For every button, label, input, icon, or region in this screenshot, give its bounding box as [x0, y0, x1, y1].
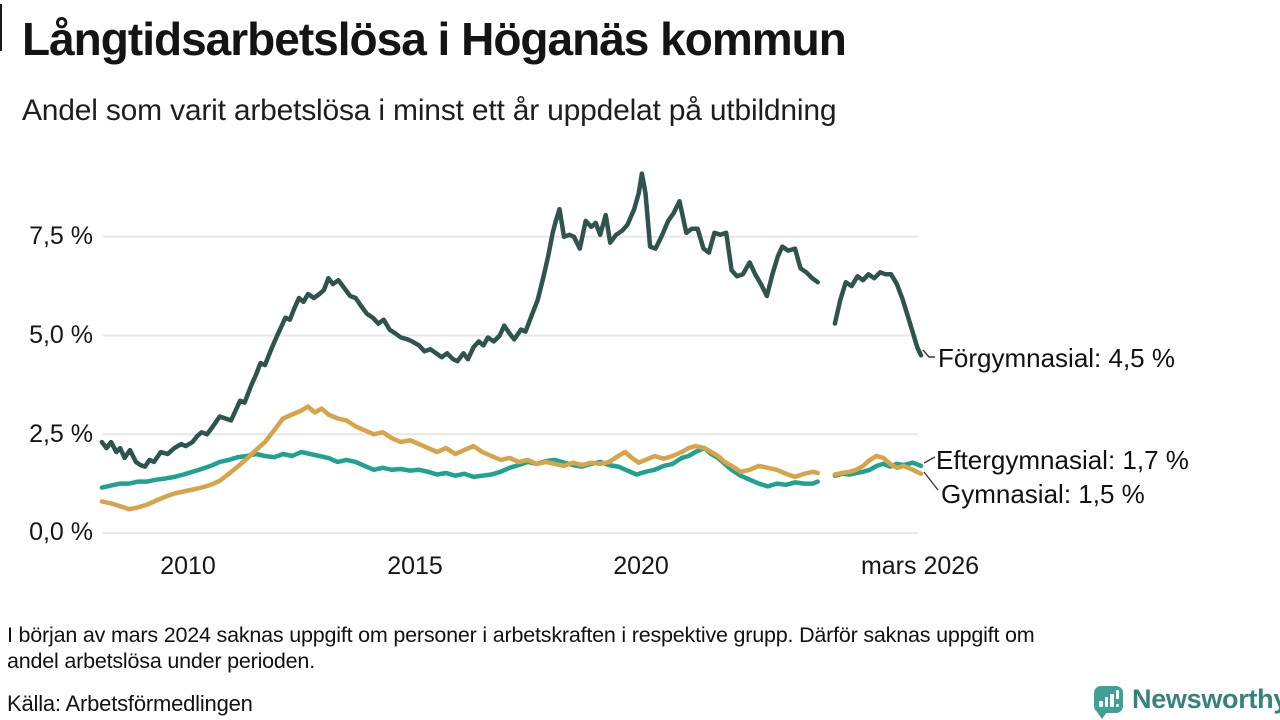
page-title: Långtidsarbetslösa i Höganäs kommun	[22, 13, 847, 65]
x-tick-2015: 2015	[387, 552, 443, 580]
footnote-line1: I början av mars 2024 saknas uppgift om …	[7, 623, 1035, 647]
y-tick-2-5: 2,5 %	[29, 420, 93, 448]
page-subtitle: Andel som varit arbetslösa i minst ett å…	[22, 94, 837, 127]
footnote-line2: andel arbetslösa under perioden.	[7, 649, 315, 673]
series-label-gymnasial: Gymnasial: 1,5 %	[941, 479, 1145, 509]
y-tick-0-0: 0,0 %	[29, 518, 93, 546]
y-tick-5-0: 5,0 %	[29, 321, 93, 349]
newsworthy-logo: Newsworthy	[1094, 684, 1280, 719]
newsworthy-chart-bubble-icon	[1094, 686, 1123, 719]
source-note: Källa: Arbetsförmedlingen	[7, 691, 253, 716]
x-tick-2020: 2020	[613, 552, 669, 580]
newsworthy-logo-text: Newsworthy	[1132, 684, 1280, 714]
series-label-eftergymnasial: Eftergymnasial: 1,7 %	[936, 445, 1189, 475]
x-tick-mars-2026: mars 2026	[860, 552, 980, 580]
x-tick-2010: 2010	[160, 552, 216, 580]
label-leader-lines	[922, 349, 939, 491]
y-tick-7-5: 7,5 %	[29, 222, 93, 250]
footnote: I början av mars 2024 saknas uppgift om …	[7, 622, 1257, 674]
left-edge-mark	[0, 4, 2, 51]
gridlines	[103, 235, 918, 534]
series-lines	[99, 171, 924, 512]
series-label-forgymnasial: Förgymnasial: 4,5 %	[938, 343, 1175, 373]
